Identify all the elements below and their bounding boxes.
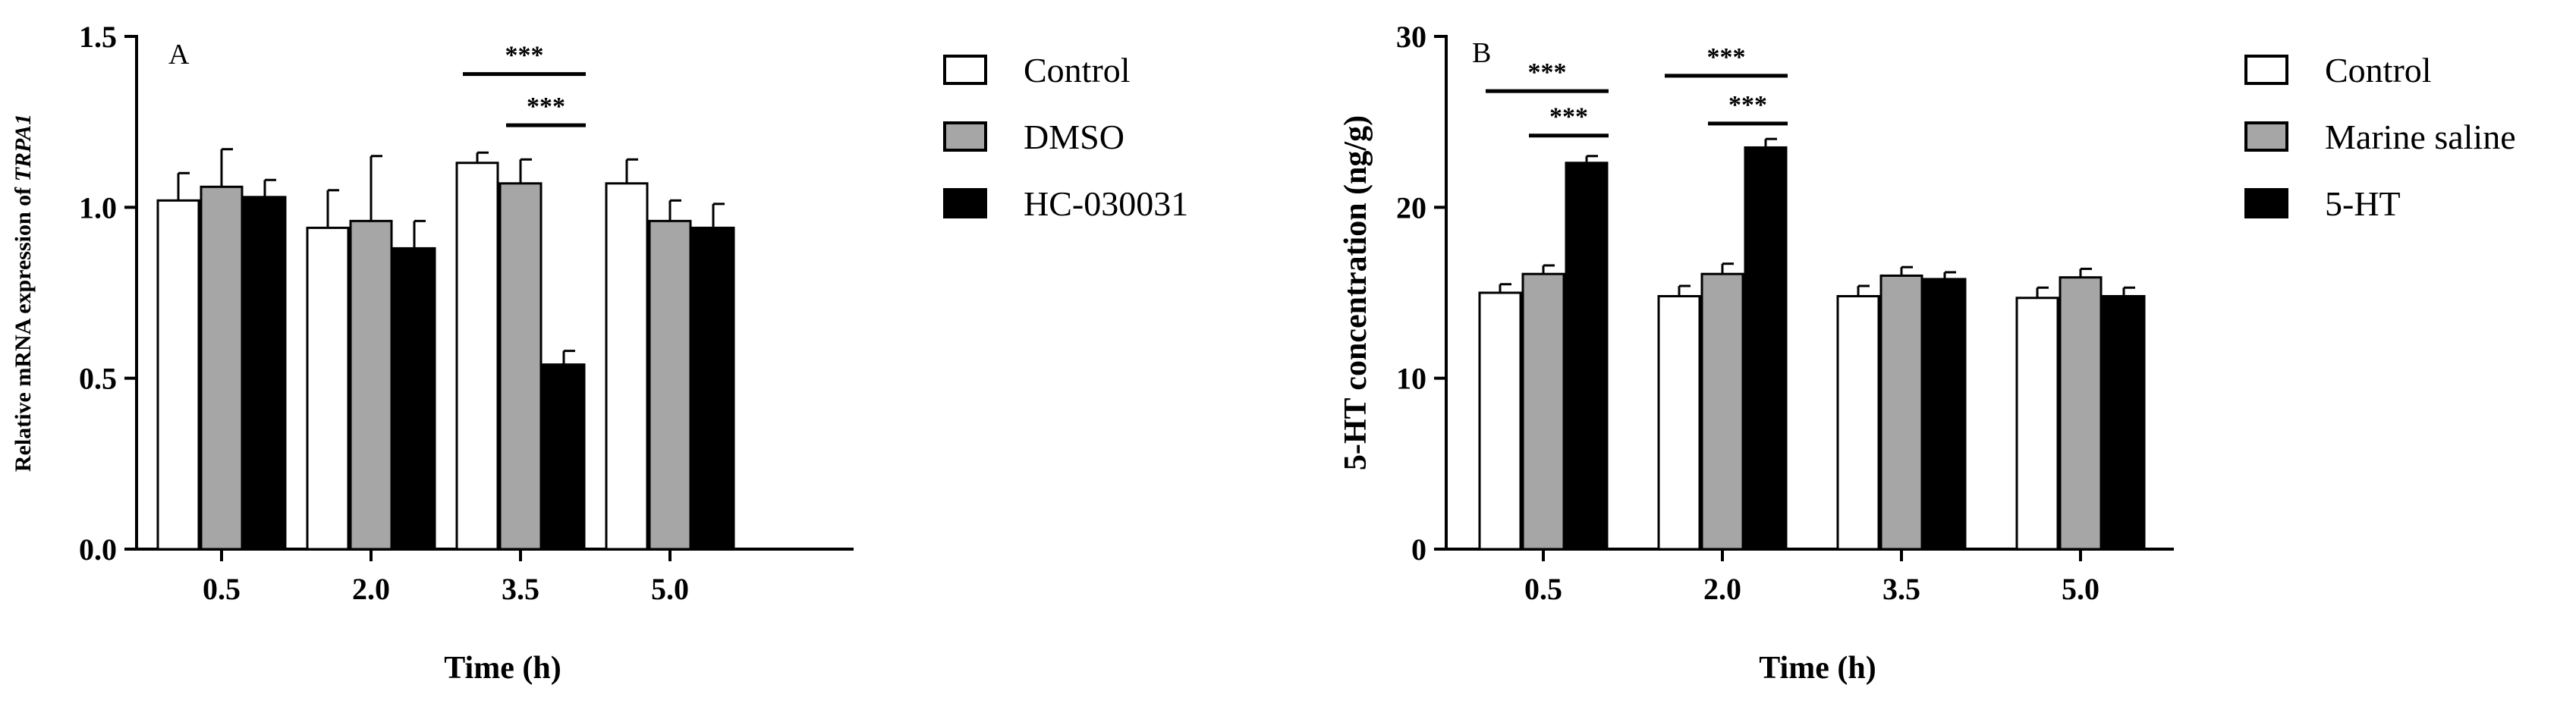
panel-a-legend-label: HC-030031	[1024, 184, 1188, 223]
panel-b-bar	[1657, 295, 1701, 551]
panel-b-x-tick-label: 5.0	[2062, 572, 2099, 606]
panel-a-y-axis-title-part: TRPA1	[11, 114, 36, 181]
panel-b-y-axis-title-part: 5-HT concentration (ng/g)	[1338, 115, 1373, 470]
panel-a-legend-label: DMSO	[1024, 118, 1124, 156]
panel-a-legend-swatch	[943, 121, 987, 152]
panel-b-legend-swatch	[2244, 121, 2288, 152]
panel-a-y-tick-label: 1.0	[79, 190, 117, 225]
panel-b-x-tick-label: 0.5	[1524, 572, 1562, 606]
panel-b-significance-label: ***	[1528, 58, 1567, 86]
panel-a-bar	[243, 196, 287, 551]
panel-b-legend-swatch	[2244, 188, 2288, 218]
panel-a-bar	[349, 219, 393, 551]
panel-b-legend-label: 5-HT	[2325, 184, 2401, 223]
panel-a-x-axis-title: Time (h)	[444, 651, 561, 686]
panel-a-x-tick-label: 5.0	[651, 572, 689, 606]
panel-b-bar	[1565, 162, 1609, 551]
panel-b-significance-label: ***	[1549, 103, 1588, 131]
panel-b-y-tick-label: 0	[1411, 532, 1426, 567]
panel-a-legend-label: Control	[1024, 51, 1131, 90]
panel-a-bar	[455, 162, 499, 551]
panel-a-bar	[200, 185, 244, 551]
panel-a-bar	[691, 226, 735, 551]
panel-a-legend-swatch	[943, 55, 987, 85]
panel-a-significance-label: ***	[527, 93, 565, 121]
panel-b-bar	[1478, 291, 1522, 551]
panel-a-legend-swatch	[943, 188, 987, 218]
panel-a-bar	[605, 182, 649, 551]
panel-b-bar	[1700, 272, 1744, 551]
panel-a-bar	[306, 226, 350, 551]
panel-b: 0 10 20 30 0.5 2.0 3.5 5.0 Time (h) 5-HT concentr…	[1338, 20, 2516, 686]
panel-b-x-tick-label: 2.0	[1703, 572, 1741, 606]
panel-a-y-axis-title-part: Relative mRNA expression of	[11, 181, 36, 472]
panel-b-significance-label: ***	[1728, 91, 1767, 119]
panel-b-x-tick-label: 3.5	[1882, 572, 1920, 606]
panel-a-y-axis-title: Relative mRNA expression of TRPA1	[11, 114, 36, 472]
panel-b-y-axis-title: 5-HT concentration (ng/g)	[1338, 115, 1373, 470]
panel-b-bar	[1521, 272, 1565, 551]
panel-a-y-tick-label: 1.5	[79, 20, 117, 54]
panel-a-y-tick-label: 0.5	[79, 362, 117, 396]
panel-a-bar	[156, 199, 200, 551]
panel-a-bar	[392, 247, 436, 551]
panel-b-bar	[1744, 146, 1788, 551]
panel-a-bar	[499, 182, 543, 551]
panel-b-y-tick-label: 10	[1396, 362, 1426, 396]
panel-a-letter: A	[168, 39, 190, 71]
panel-a-x-tick-label: 2.0	[352, 572, 390, 606]
panel-b-y-tick-label: 20	[1396, 190, 1426, 225]
panel-b-bar	[1879, 274, 1923, 551]
panel-b-bar	[2059, 276, 2103, 551]
panel-a-x-tick-label: 3.5	[502, 572, 539, 606]
panel-a-bar	[648, 219, 692, 551]
panel-b-legend-label: Control	[2325, 51, 2432, 90]
panel-b-legend-swatch	[2244, 55, 2288, 85]
panel-b-bar	[1923, 278, 1967, 551]
panel-b-x-axis-title: Time (h)	[1759, 651, 1876, 686]
panel-a-x-tick-label: 0.5	[203, 572, 241, 606]
panel-b-significance-label: ***	[1707, 43, 1746, 71]
panel-b-legend-label: Marine saline	[2325, 118, 2516, 156]
panel-b-letter: B	[1472, 37, 1491, 69]
panel-a-y-tick-label: 0.0	[79, 532, 117, 567]
panel-a-significance-label: ***	[505, 42, 544, 70]
panel-a: 0.0 0.5 1.0 1.5 0.5 2.0 3.5 5.0 Time (h) Relative…	[11, 20, 1188, 686]
panel-b-y-tick-label: 30	[1396, 20, 1426, 54]
panel-b-bar	[1836, 295, 1880, 551]
panel-b-bar	[2102, 295, 2146, 551]
panel-a-bar	[542, 363, 586, 551]
panel-b-bar	[2015, 297, 2059, 551]
